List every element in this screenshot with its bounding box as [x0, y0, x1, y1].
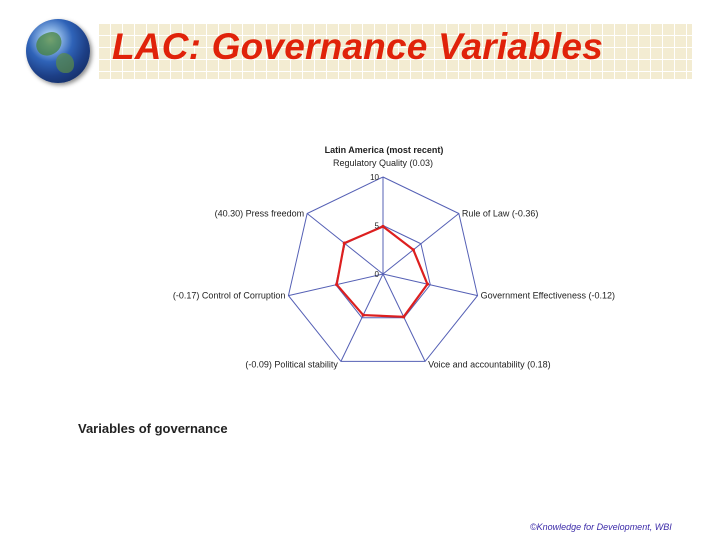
series-point	[411, 248, 415, 252]
axis-label: Voice and accountability (0.18)	[428, 359, 551, 369]
radar-ticks: 10 5 0	[370, 173, 379, 279]
series-point	[381, 224, 385, 229]
series-line	[335, 225, 429, 318]
globe-icon	[26, 19, 90, 83]
axis-spoke	[340, 273, 384, 362]
series-point	[361, 313, 365, 317]
tick-label: 5	[375, 222, 380, 231]
axis-spoke	[382, 213, 460, 275]
axis-label: Regulatory Quality (0.03)	[333, 158, 433, 168]
title-band	[98, 23, 692, 79]
series-point	[425, 282, 430, 286]
tick-label: 10	[370, 173, 379, 182]
axis-label: Government Effectiveness (-0.12)	[481, 291, 615, 301]
tick-label: 0	[375, 270, 380, 279]
radar-chart: Latin America (most recent) Regulatory Q…	[173, 145, 615, 369]
axis-label: (40.30) Press freedom	[215, 209, 305, 219]
axis-spoke	[382, 273, 478, 297]
chart-caption: Variables of governance	[78, 421, 228, 436]
globe-land	[56, 53, 74, 73]
chart-title: Latin America (most recent)	[325, 145, 444, 155]
slide-header: LAC: Governance Variables	[0, 0, 720, 96]
radar-axes	[288, 177, 478, 362]
series-point	[335, 282, 339, 287]
radar-series	[335, 224, 430, 319]
axis-label: (-0.09) Political stability	[245, 359, 338, 369]
grid-ring-outer	[287, 176, 479, 362]
footer-credit: ©Knowledge for Development, WBI	[530, 522, 672, 532]
slide-title: LAC: Governance Variables	[112, 26, 603, 67]
axis-label: Rule of Law (-0.36)	[462, 209, 539, 219]
radar-axis-labels: Regulatory Quality (0.03) Rule of Law (-0…	[173, 158, 615, 369]
series-point	[342, 241, 346, 245]
series-point	[402, 315, 406, 319]
axis-label: (-0.17) Control of Corruption	[173, 291, 286, 301]
